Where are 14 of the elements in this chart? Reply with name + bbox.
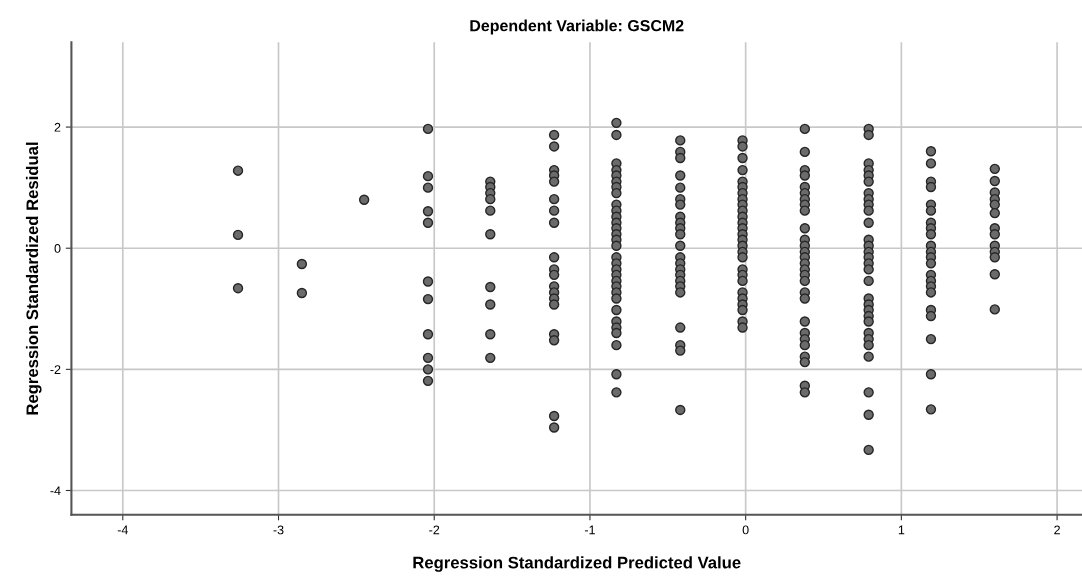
x-tick-label: -1 xyxy=(584,525,595,535)
chart-title: Dependent Variable: GSCM2 xyxy=(470,19,684,35)
x-tick-label: 1 xyxy=(898,525,905,535)
y-axis-title: Regression Standardized Residual xyxy=(25,142,42,415)
y-tick-label: -2 xyxy=(50,365,61,374)
y-tick-label: 2 xyxy=(54,122,61,132)
x-tick-label: 2 xyxy=(1054,525,1060,535)
x-tick-label: 0 xyxy=(742,525,749,535)
y-tick-label: -4 xyxy=(50,486,61,496)
y-tick-label: 0 xyxy=(54,244,61,253)
x-tick-label: -3 xyxy=(273,525,284,535)
x-tick-label: -2 xyxy=(429,525,440,535)
x-tick-label: -4 xyxy=(117,525,128,535)
x-axis-title: Regression Standardized Predicted Value xyxy=(413,556,741,572)
